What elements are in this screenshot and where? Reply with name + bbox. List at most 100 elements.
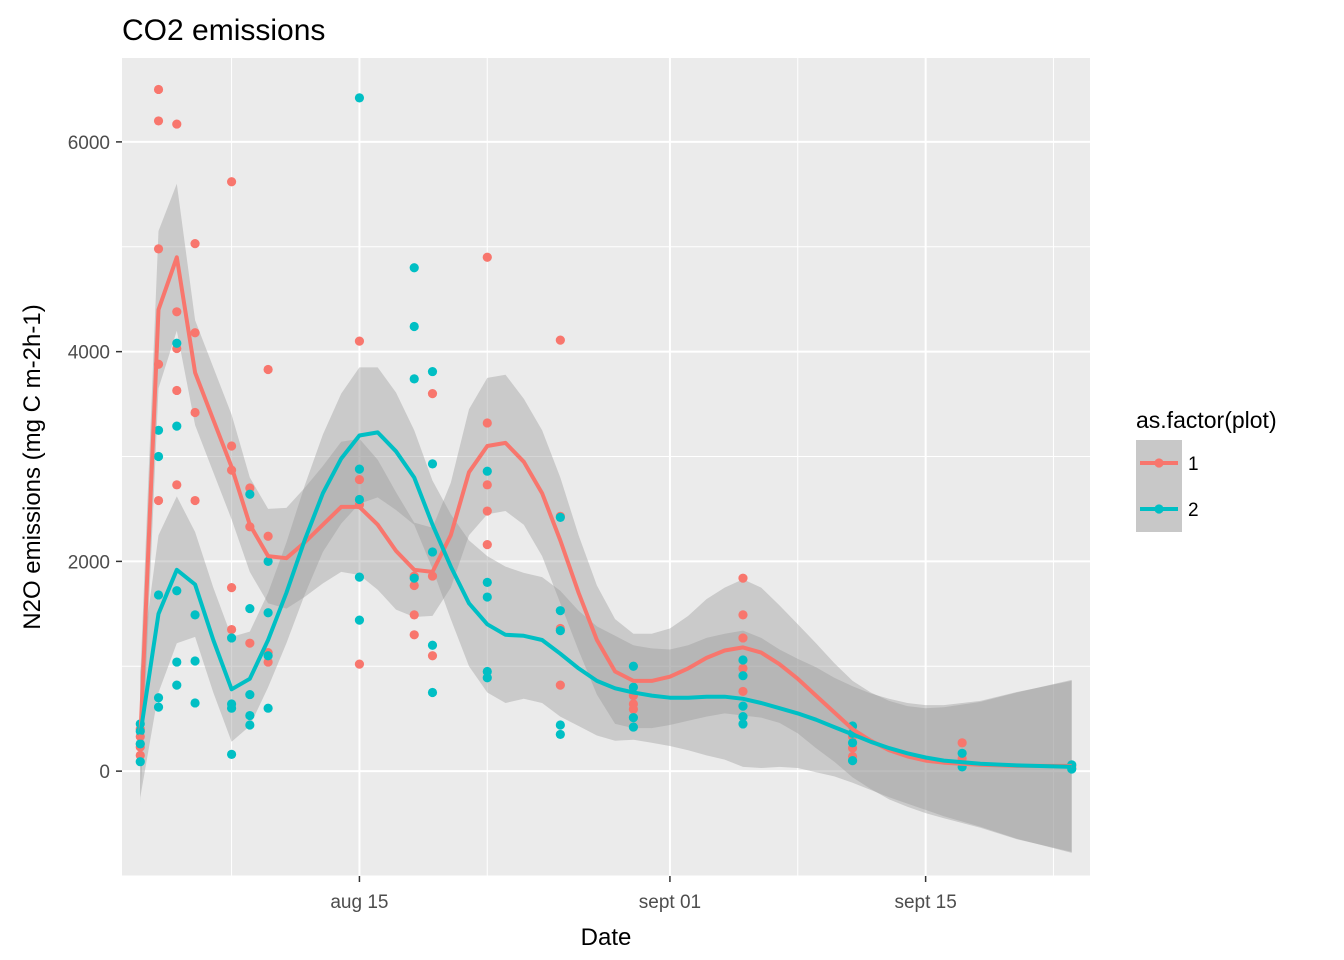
data-point-2 bbox=[245, 603, 255, 614]
data-point-2 bbox=[263, 608, 273, 618]
data-point-1 bbox=[172, 385, 182, 396]
data-point-1 bbox=[172, 119, 182, 129]
data-point-2 bbox=[555, 729, 565, 740]
data-point-2 bbox=[263, 651, 273, 661]
legend-keys: 12 bbox=[1136, 440, 1199, 532]
smooth-lines bbox=[138, 255, 1072, 769]
data-point-2 bbox=[245, 689, 255, 700]
data-point-2 bbox=[482, 673, 492, 683]
data-point-2 bbox=[153, 590, 164, 600]
x-tick-label: aug 15 bbox=[330, 892, 388, 913]
data-point-1 bbox=[738, 633, 748, 643]
data-point-2 bbox=[738, 671, 748, 681]
y-tick-label: 2000 bbox=[68, 552, 110, 573]
data-point-2 bbox=[555, 512, 565, 522]
data-point-1 bbox=[482, 252, 492, 262]
data-point-2 bbox=[135, 757, 145, 767]
data-point-2 bbox=[135, 739, 145, 749]
x-axis: aug 15 sept 01 sept 15 bbox=[330, 876, 957, 913]
data-point-1 bbox=[738, 573, 748, 583]
data-point-1 bbox=[555, 335, 565, 345]
y-tick-label: 6000 bbox=[68, 133, 110, 154]
chart-title: CO2 emissions bbox=[122, 14, 325, 47]
data-point-1 bbox=[226, 177, 237, 187]
data-point-1 bbox=[409, 580, 419, 591]
data-point-1 bbox=[245, 638, 255, 648]
data-point-2 bbox=[738, 701, 748, 711]
x-tick-label: sept 01 bbox=[639, 892, 701, 913]
data-point-2 bbox=[263, 703, 273, 713]
data-point-1 bbox=[172, 480, 182, 490]
data-point-1 bbox=[409, 630, 419, 640]
data-point-1 bbox=[628, 704, 638, 714]
data-point-2 bbox=[847, 738, 858, 748]
data-point-1 bbox=[226, 441, 237, 451]
data-point-2 bbox=[354, 572, 365, 582]
data-point-2 bbox=[555, 720, 565, 730]
smooth-line-1 bbox=[138, 255, 1072, 768]
y-tick-label: 4000 bbox=[68, 343, 110, 364]
data-point-1 bbox=[738, 686, 748, 697]
data-point-1 bbox=[153, 495, 164, 506]
data-point-1 bbox=[427, 388, 438, 399]
data-point-2 bbox=[172, 657, 182, 667]
data-point-2 bbox=[226, 749, 237, 759]
data-point-1 bbox=[263, 657, 273, 667]
y-tick-label: 0 bbox=[99, 762, 110, 783]
data-point-2 bbox=[245, 720, 255, 730]
data-point-2 bbox=[427, 459, 438, 469]
data-point-2 bbox=[172, 680, 182, 690]
data-point-1 bbox=[153, 84, 164, 95]
data-point-1 bbox=[190, 239, 200, 249]
data-point-1 bbox=[427, 571, 438, 581]
data-point-2 bbox=[172, 586, 182, 596]
data-point-1 bbox=[226, 624, 237, 635]
data-point-2 bbox=[153, 693, 164, 703]
data-point-2 bbox=[555, 626, 565, 636]
legend: as.factor(plot) 12 bbox=[1136, 407, 1277, 532]
data-point-2 bbox=[482, 592, 492, 602]
data-point-1 bbox=[153, 244, 164, 254]
data-point-2 bbox=[738, 655, 748, 665]
data-point-1 bbox=[409, 610, 419, 620]
data-point-2 bbox=[482, 466, 492, 476]
confidence-ribbon-2 bbox=[140, 367, 1072, 853]
data-point-2 bbox=[226, 633, 237, 643]
smooth-line-2 bbox=[138, 430, 1072, 769]
y-axis-title: N2O emissions (mg C m-2h-1) bbox=[19, 304, 46, 629]
data-point-2 bbox=[628, 713, 638, 723]
x-tick-label: sept 15 bbox=[894, 892, 956, 913]
plot-panel bbox=[122, 58, 1090, 876]
data-point-2 bbox=[190, 698, 200, 708]
data-point-1 bbox=[738, 663, 748, 673]
data-point-1 bbox=[482, 418, 492, 428]
y-axis: 0 2000 4000 6000 bbox=[68, 133, 122, 783]
data-point-2 bbox=[245, 489, 255, 499]
data-point-2 bbox=[628, 682, 638, 692]
x-axis-title: Date bbox=[581, 924, 632, 951]
legend-label-1: 1 bbox=[1188, 454, 1199, 475]
data-point-1 bbox=[135, 750, 145, 760]
data-point-2 bbox=[847, 756, 858, 766]
data-point-1 bbox=[427, 651, 438, 661]
data-point-1 bbox=[172, 307, 182, 317]
grid-major bbox=[122, 58, 1090, 876]
legend-key-point bbox=[1154, 504, 1164, 514]
data-point-1 bbox=[245, 483, 255, 493]
data-point-1 bbox=[354, 659, 365, 669]
data-point-2 bbox=[190, 656, 200, 666]
data-point-2 bbox=[153, 702, 164, 712]
data-point-1 bbox=[263, 531, 273, 541]
data-point-2 bbox=[482, 577, 492, 587]
confidence-ribbons bbox=[140, 183, 1072, 853]
data-point-1 bbox=[555, 680, 565, 690]
legend-title: as.factor(plot) bbox=[1136, 407, 1277, 433]
data-point-2 bbox=[354, 464, 365, 474]
data-point-1 bbox=[263, 364, 273, 375]
data-point-1 bbox=[482, 540, 492, 550]
data-point-1 bbox=[226, 583, 237, 593]
legend-label-2: 2 bbox=[1188, 500, 1199, 521]
data-point-2 bbox=[190, 610, 200, 620]
data-point-2 bbox=[427, 640, 438, 650]
